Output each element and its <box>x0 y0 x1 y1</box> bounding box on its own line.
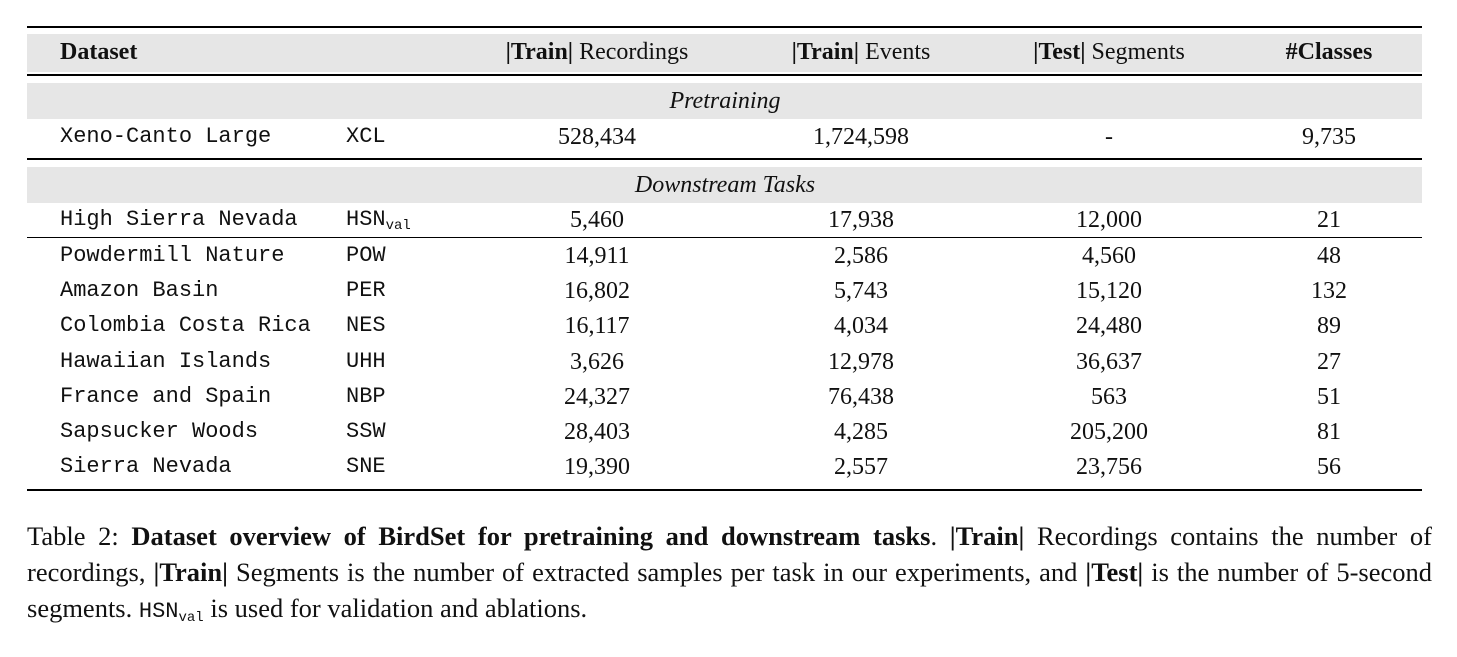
row-test-segments: 12,000 <box>1076 207 1142 233</box>
header-train-rec-bold: |Train| <box>505 39 574 65</box>
header-bottom-rule <box>27 74 1422 76</box>
row-code-main: HSN <box>346 207 386 232</box>
caption-text-2: Recordings contains the number of record… <box>27 521 1432 587</box>
row-name: Sierra Nevada <box>60 454 232 480</box>
row-test-segments: 24,480 <box>1076 313 1142 340</box>
row-classes: 21 <box>1317 207 1341 233</box>
header-train-events: |Train| Events <box>792 40 931 64</box>
row-code: SNE <box>346 454 386 480</box>
row-train-events: 1,724,598 <box>813 124 909 150</box>
section-pretraining: Pretraining <box>669 88 781 114</box>
row-code: POW <box>346 243 386 268</box>
header-test-seg-bold: |Test| <box>1033 39 1086 65</box>
row-train-recordings: 14,911 <box>564 243 630 269</box>
row-classes: 81 <box>1317 419 1341 445</box>
row-test-segments: 36,637 <box>1076 348 1142 375</box>
row-train-events: 17,938 <box>828 207 894 233</box>
row-name: Sapsucker Woods <box>60 419 259 444</box>
row-code: SSW <box>346 419 386 444</box>
header-train-rec-rest: Recordings <box>573 39 689 65</box>
row-test-segments: 205,200 <box>1070 419 1148 445</box>
row-test-segments: - <box>1105 124 1113 150</box>
row-classes: 132 <box>1311 278 1347 305</box>
row-test-segments: 23,756 <box>1076 454 1142 481</box>
row-train-recordings: 28,403 <box>564 419 630 445</box>
row-test-segments: 563 <box>1091 383 1127 410</box>
pretrain-bottom-rule <box>27 158 1422 160</box>
row-test-segments: 15,120 <box>1076 278 1142 305</box>
row-train-recordings: 24,327 <box>564 383 630 410</box>
header-dataset: Dataset <box>60 39 138 65</box>
row-train-events: 76,438 <box>828 383 894 410</box>
header-test-seg-rest: Segments <box>1085 39 1185 65</box>
row-classes: 89 <box>1317 313 1341 340</box>
caption-text-5: is used for validation and ablations. <box>203 593 588 623</box>
section-downstream: Downstream Tasks <box>634 172 816 198</box>
caption-bold-test: |Test| <box>1085 557 1144 587</box>
row-train-recordings: 5,460 <box>570 207 624 233</box>
row-train-recordings: 19,390 <box>564 454 630 481</box>
row-name: High Sierra Nevada <box>60 207 298 232</box>
row-code: NES <box>346 313 386 339</box>
pretraining-band <box>27 83 1422 119</box>
row-train-events: 4,034 <box>834 313 888 340</box>
table-bottom-rule <box>27 489 1422 491</box>
row-classes: 51 <box>1317 383 1341 410</box>
header-train-ev-bold: |Train| <box>791 39 860 65</box>
row-train-recordings: 3,626 <box>570 348 624 375</box>
row-code: XCL <box>346 124 386 149</box>
row-name: Xeno-Canto Large <box>60 124 272 149</box>
row-train-recordings: 16,117 <box>564 313 630 340</box>
caption-text-3: Segments is the number of extracted samp… <box>227 557 1086 587</box>
row-classes: 27 <box>1317 348 1341 375</box>
row-code: NBP <box>346 383 386 409</box>
row-train-recordings: 16,802 <box>564 278 630 305</box>
row-train-events: 4,285 <box>834 419 888 445</box>
header-classes: #Classes <box>1285 39 1373 65</box>
caption-bold-train-2: |Train| <box>153 557 228 587</box>
row-classes: 9,735 <box>1302 124 1356 150</box>
row-classes: 56 <box>1317 454 1341 481</box>
caption-text-4: is the number of 5-second segments. <box>27 557 1432 623</box>
caption-code-sub: val <box>178 610 204 626</box>
row-name: Colombia Costa Rica <box>60 313 311 339</box>
caption-title: Dataset overview of BirdSet for pretrain… <box>131 521 931 551</box>
header-train-ev-rest: Events <box>859 39 931 65</box>
validation-bottom-rule <box>27 237 1422 238</box>
downstream-band <box>27 167 1422 203</box>
row-code-sub: val <box>385 218 411 234</box>
caption-label: Table 2: <box>27 521 132 551</box>
header-train-recordings: |Train| Recordings <box>506 40 689 64</box>
row-code: HSNval <box>346 207 411 234</box>
row-train-recordings: 528,434 <box>558 124 636 150</box>
row-name: Powdermill Nature <box>60 243 285 268</box>
row-test-segments: 4,560 <box>1082 243 1136 269</box>
caption-code: HSN <box>138 599 179 624</box>
table-top-rule <box>27 26 1422 28</box>
header-band <box>27 34 1422 72</box>
header-test-segments: |Test| Segments <box>1033 40 1185 64</box>
caption-text-1: . <box>930 521 950 551</box>
row-name: France and Spain <box>60 383 272 409</box>
caption-bold-train-1: |Train| <box>949 521 1025 551</box>
row-train-events: 2,557 <box>834 454 888 481</box>
row-code: UHH <box>346 348 386 374</box>
row-classes: 48 <box>1317 243 1341 269</box>
row-name: Amazon Basin <box>60 278 219 304</box>
row-code: PER <box>346 278 386 304</box>
row-train-events: 2,586 <box>834 243 888 269</box>
row-train-events: 12,978 <box>828 348 894 375</box>
table-caption: Table 2: Dataset overview of BirdSet for… <box>27 518 1432 636</box>
row-train-events: 5,743 <box>834 278 888 305</box>
row-name: Hawaiian Islands <box>60 348 272 374</box>
